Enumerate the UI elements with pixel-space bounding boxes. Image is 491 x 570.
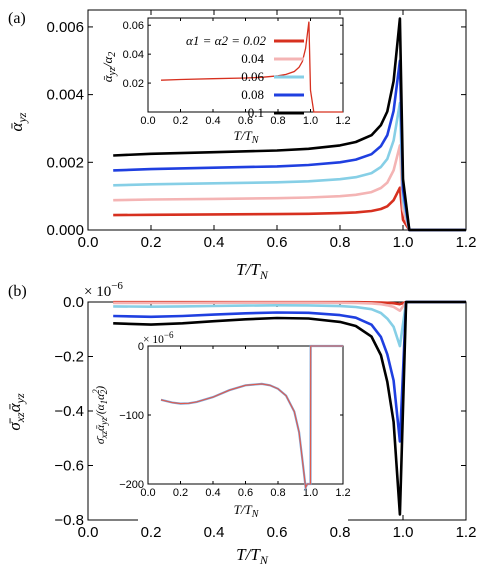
panel-b-x-tick-label: 0.6	[267, 524, 288, 541]
panel-b-y-tick-label: −0.2	[54, 349, 84, 366]
panel-b-x-axis-label: T/TN	[236, 545, 269, 567]
panel-a-y-ticks: 0.000 0.002 0.004 0.006	[46, 19, 466, 239]
panel-a-inset-y-tick-label: 0.04	[123, 49, 144, 61]
panel-a-legend: α1 = α2 = 0.02 0.04 0.06 0.08 0.1	[186, 33, 304, 120]
panel-a-label: (a)	[8, 10, 26, 27]
panel-a-series-line	[113, 17, 466, 232]
panel-b-inset-y-axis-label: σ̄xzᾱyz/(α1α22)	[91, 386, 109, 444]
panel-a-x-axis-label: T/TN	[236, 260, 269, 282]
panel-a-legend-label: 0.06	[241, 69, 264, 84]
panel-b-inset-x-tick-label: 1.2	[335, 487, 350, 499]
panel-a-inset-y-tick-label: 0.06	[123, 20, 144, 32]
panel-b-inset-x-tick-label: 0.4	[205, 487, 220, 499]
panel-b-y-tick-label: −0.6	[54, 458, 84, 475]
panel-a-inset-x-tick-label: 0.4	[205, 115, 220, 127]
panel-a-inset-x-axis-label: T/TN	[234, 128, 260, 146]
panel-a-legend-label: 0.08	[241, 87, 264, 102]
panel-a-x-tick-label: 1.2	[456, 234, 477, 251]
panel-b-y-axis-label: σ̄xzᾱyz	[5, 393, 27, 431]
panel-b-x-tick-label: 0.4	[204, 524, 225, 541]
panel-b: (b) × 10−6 0.0 0.2 0.4 0.6 0.8 1.0 1.2 0.0 −0.2…	[5, 280, 476, 567]
panel-a-legend-label: 0.04	[241, 51, 264, 66]
panel-b-series	[113, 300, 466, 516]
panel-a-x-ticks: 0.0 0.2 0.4 0.6 0.8 1.0 1.2	[78, 10, 477, 251]
panel-a-x-tick-label: 0.6	[267, 234, 288, 251]
panel-a-x-tick-label: 1.0	[393, 234, 414, 251]
panel-b-inset-y-tick-label: −200	[119, 479, 144, 491]
panel-b-inset-x-tick-label: 0.6	[238, 487, 253, 499]
panel-a-inset-x-tick-label: 1.2	[335, 115, 350, 127]
panel-b-inset-x-tick-label: 0.8	[270, 487, 285, 499]
panel-a-x-tick-label: 0.4	[204, 234, 225, 251]
panel-b-y-tick-label: −0.8	[54, 512, 84, 529]
panel-b-series-line	[113, 300, 466, 443]
panel-a-series	[113, 17, 466, 232]
panel-a-inset-x-tick-label: 0.2	[173, 115, 188, 127]
panel-a-y-tick-label: 0.002	[46, 154, 84, 171]
panel-a-inset-y-tick-label: 0.02	[123, 78, 144, 90]
panel-a-x-tick-label: 0.0	[78, 234, 99, 251]
panel-a-legend-label: 0.1	[248, 105, 264, 120]
panel-b-y-ticks: 0.0 −0.2 −0.4 −0.6 −0.8	[54, 294, 466, 529]
panel-a-series-line	[113, 144, 466, 232]
panel-a-series-line	[113, 186, 466, 232]
panel-b-y-tick-label: 0.0	[63, 294, 84, 311]
panel-b-x-tick-label: 0.0	[78, 524, 99, 541]
panel-a-inset-x-tick-label: 1.0	[303, 115, 318, 127]
panel-a-inset-x-ticks: 0.0 0.2 0.4 0.6 0.8 1.0 1.2	[140, 18, 351, 127]
panel-b-series-line	[113, 300, 466, 348]
panel-b-inset-y-tick-label: −100	[119, 410, 144, 422]
panel-b-inset-x-tick-label: 1.0	[303, 487, 318, 499]
panel-a-x-tick-label: 0.2	[141, 234, 162, 251]
panel-b-x-tick-label: 0.8	[330, 524, 351, 541]
panel-a-inset-line	[160, 21, 343, 113]
panel-b-inset-x-tick-label: 0.0	[140, 487, 155, 499]
panel-b-inset-y-tick-label: 0	[138, 341, 144, 353]
panel-b-x-tick-label: 1.0	[393, 524, 414, 541]
panel-b-inset-exponent: × 10−6	[143, 330, 174, 346]
panel-b-inset-series	[160, 344, 343, 492]
panel-a-inset-x-tick-label: 0.0	[140, 115, 155, 127]
panel-b-series-line	[113, 300, 466, 312]
panel-b-exponent: × 10−6	[84, 280, 123, 300]
panel-b-x-tick-label: 0.2	[141, 524, 162, 541]
panel-b-inset: × 10−6 0.0 0.2 0.4 0.6 0.8 1.0 1.2 0 −100 −200 T…	[91, 330, 351, 526]
panel-a-inset: 0.0 0.2 0.4 0.6 0.8 1.0 1.2 0.020.040.06 T/TN …	[100, 17, 351, 146]
panel-a-inset-x-tick-label: 0.8	[270, 115, 285, 127]
panel-a: (a) 0.0 0.2 0.4 0.6 0.8 1.0 1.2 0.0000.0020.00…	[7, 9, 477, 282]
panel-a-y-tick-label: 0.006	[46, 19, 84, 36]
panel-a-inset-series	[160, 21, 343, 113]
panel-a-inset-x-tick-label: 0.6	[238, 115, 253, 127]
panel-a-legend-label: α1 = α2 = 0.02	[186, 33, 266, 48]
panel-a-inset-y-ticks: 0.02 0.04 0.06	[123, 20, 343, 90]
panel-b-inset-x-axis-label: T/TN	[234, 502, 260, 520]
panel-b-inset-x-tick-label: 0.2	[173, 487, 188, 499]
panel-b-y-tick-label: −0.4	[54, 403, 84, 420]
panel-b-x-tick-label: 1.2	[456, 524, 477, 541]
panel-b-inset-line-red	[160, 345, 343, 490]
panel-a-y-tick-label: 0.000	[46, 222, 84, 239]
panel-a-x-tick-label: 0.8	[330, 234, 351, 251]
panel-b-inset-y-ticks: 0 −100 −200	[119, 341, 343, 491]
panel-b-series-line	[113, 300, 466, 516]
panel-a-y-tick-label: 0.004	[46, 87, 84, 104]
panel-b-label: (b)	[8, 283, 27, 300]
panel-a-y-axis-label: ᾱyz	[7, 112, 29, 131]
panel-a-inset-y-axis-label: ᾱyz/α2	[100, 52, 118, 83]
